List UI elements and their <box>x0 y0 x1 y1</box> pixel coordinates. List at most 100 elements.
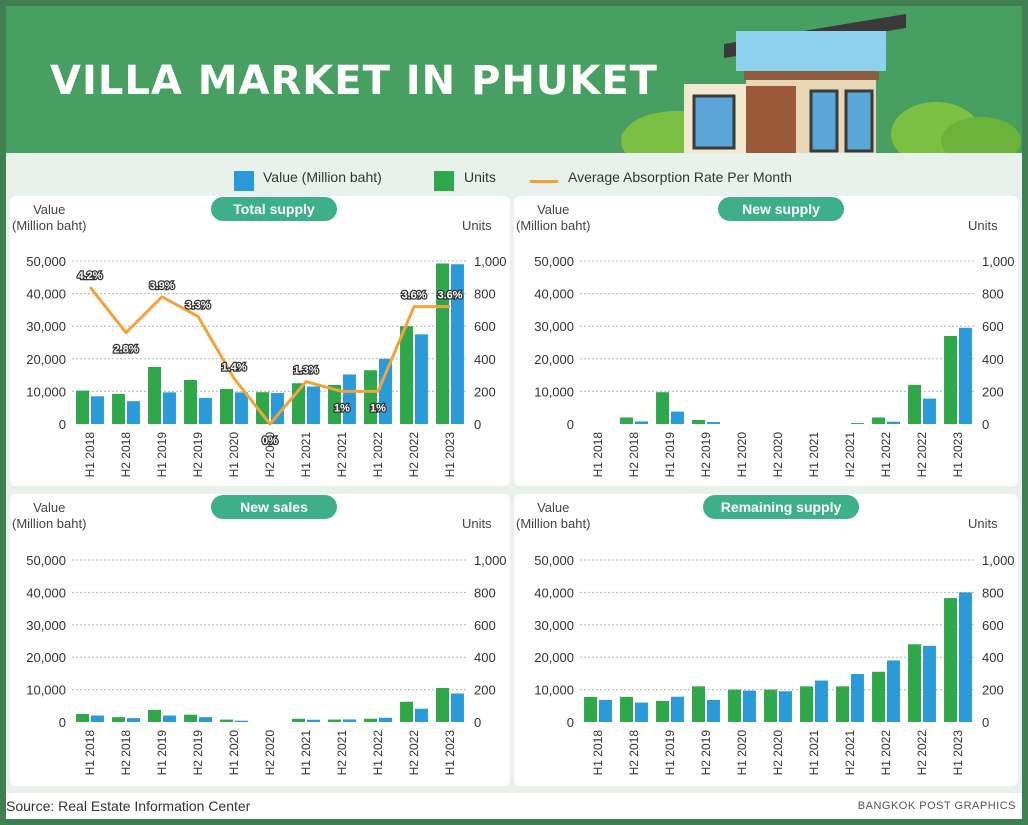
total-supply-value-bar <box>307 386 320 424</box>
remaining-supply-y2-tick-label: 400 <box>982 650 1004 665</box>
remaining-supply-value-bar <box>635 702 648 722</box>
legend-rate-line <box>530 180 558 183</box>
new-supply-x-tick-label: H1 2020 <box>735 432 749 478</box>
remaining-supply-units-bar <box>908 644 921 722</box>
new-sales-card <box>10 494 510 786</box>
new-supply-y-tick-label: 30,000 <box>534 319 574 334</box>
legend-units-swatch <box>434 171 454 191</box>
new-supply-units-bar <box>656 392 669 424</box>
new-sales-value-bar <box>451 693 464 722</box>
total-supply-y-tick-label: 20,000 <box>26 352 66 367</box>
total-supply-value-bar <box>379 358 392 424</box>
charts-canvas: 0 0 10,000 200 20,000 400 30,000 600 40,000 800 50… <box>26 254 1015 776</box>
remaining-supply-value-bar <box>671 696 684 722</box>
remaining-supply-chart: 0 0 10,000 200 20,000 400 30,000 600 40,000 800 50… <box>534 553 1014 775</box>
remaining-supply-y-tick-label: 50,000 <box>534 553 574 568</box>
remaining-supply-y-tick-label: 40,000 <box>534 585 574 600</box>
total-supply-x-tick-label: H2 2019 <box>191 432 205 478</box>
total-supply-x-tick-label: H1 2019 <box>155 432 169 478</box>
right-axis-title: Units <box>462 218 492 233</box>
new-sales-x-tick-label: H2 2019 <box>191 730 205 776</box>
total-supply-units-bar <box>364 370 377 424</box>
left-axis-title: Value (Million baht) <box>12 500 87 531</box>
remaining-supply-value-bar <box>707 699 720 722</box>
new-sales-x-tick-label: H2 2021 <box>335 730 349 776</box>
new-supply-x-tick-label: H2 2022 <box>915 432 929 478</box>
legend-rate-label: Average Absorption Rate Per Month <box>568 169 792 185</box>
new-supply-x-tick-label: H1 2019 <box>663 432 677 478</box>
total-supply-y-tick-label: 40,000 <box>26 287 66 302</box>
new-supply-x-tick-label: H2 2021 <box>843 432 857 478</box>
new-supply-y2-tick-label: 1,000 <box>982 254 1015 269</box>
total-supply-units-bar <box>400 326 413 424</box>
new-sales-units-bar <box>76 713 89 722</box>
new-supply-x-tick-label: H1 2021 <box>807 432 821 478</box>
remaining-supply-value-bar <box>887 660 900 722</box>
new-sales-x-tick-label: H1 2021 <box>299 730 313 776</box>
remaining-supply-x-tick-label: H1 2019 <box>663 730 677 776</box>
infographic-frame: VILLA MARKET IN PHUKET Value (Million ba… <box>6 6 1022 819</box>
total-supply-y2-tick-label: 200 <box>474 384 496 399</box>
new-supply-y2-tick-label: 400 <box>982 352 1004 367</box>
new-supply-card <box>514 196 1018 486</box>
remaining-supply-units-bar <box>584 696 597 722</box>
new-supply-x-tick-label: H1 2023 <box>951 432 965 478</box>
new-supply-y-tick-label: 0 <box>567 417 574 432</box>
remaining-supply-value-bar <box>743 690 756 722</box>
remaining-supply-y2-tick-label: 600 <box>982 618 1004 633</box>
page-title: VILLA MARKET IN PHUKET <box>50 58 658 104</box>
new-supply-units-bar <box>620 417 633 424</box>
total-supply-units-bar <box>328 384 341 424</box>
remaining-supply-y-tick-label: 20,000 <box>534 650 574 665</box>
total-supply-x-tick-label: H1 2020 <box>227 432 241 478</box>
remaining-supply-y2-tick-label: 0 <box>982 715 989 730</box>
new-sales-pill: New sales <box>211 495 337 519</box>
new-sales-y2-tick-label: 400 <box>474 650 496 665</box>
total-supply-units-bar <box>112 393 125 424</box>
new-supply-units-bar <box>944 335 957 424</box>
total-supply-chart: 0 0 10,000 200 20,000 400 30,000 600 40,000 800 50… <box>26 254 506 477</box>
new-supply-y-tick-label: 50,000 <box>534 254 574 269</box>
total-supply-value-bar <box>127 401 140 424</box>
left-axis-title: Value (Million baht) <box>516 202 591 233</box>
new-sales-x-tick-label: H1 2019 <box>155 730 169 776</box>
total-supply-units-bar <box>220 388 233 424</box>
villa-illustration <box>621 14 1021 153</box>
new-sales-units-bar <box>364 718 377 722</box>
footer: Source: Real Estate Information Center B… <box>6 793 1022 819</box>
new-sales-value-bar <box>379 717 392 722</box>
right-axis-title: Units <box>462 516 492 531</box>
remaining-supply-y-tick-label: 30,000 <box>534 618 574 633</box>
new-sales-units-bar <box>400 701 413 722</box>
remaining-supply-card <box>514 494 1018 786</box>
new-sales-units-bar <box>220 719 233 722</box>
total-supply-rate-label: 1.3% <box>293 365 318 377</box>
remaining-supply-value-bar <box>959 592 972 722</box>
total-supply-x-tick-label: H1 2022 <box>371 432 385 478</box>
new-sales-y-tick-label: 30,000 <box>26 618 66 633</box>
total-supply-value-bar <box>415 334 428 424</box>
new-sales-value-bar <box>415 708 428 722</box>
title-banner: VILLA MARKET IN PHUKET <box>6 6 1022 153</box>
new-sales-y-tick-label: 0 <box>59 715 66 730</box>
new-supply-x-tick-label: H2 2020 <box>771 432 785 478</box>
new-sales-value-bar <box>127 718 140 722</box>
new-sales-value-bar <box>235 720 248 722</box>
remaining-supply-x-tick-label: H1 2020 <box>735 730 749 776</box>
remaining-supply-units-bar <box>728 689 741 722</box>
new-sales-value-bar <box>343 719 356 722</box>
new-sales-value-bar <box>199 717 212 722</box>
total-supply-rate-label: 1.4% <box>221 361 246 373</box>
new-sales-value-bar <box>163 715 176 722</box>
remaining-supply-units-bar <box>944 598 957 722</box>
total-supply-y2-tick-label: 1,000 <box>474 254 507 269</box>
remaining-supply-x-tick-label: H2 2018 <box>627 730 641 776</box>
new-sales-y2-tick-label: 200 <box>474 683 496 698</box>
total-supply-value-bar <box>343 374 356 424</box>
new-sales-y-tick-label: 20,000 <box>26 650 66 665</box>
new-sales-y2-tick-label: 600 <box>474 618 496 633</box>
new-sales-y2-tick-label: 800 <box>474 585 496 600</box>
new-supply-y2-tick-label: 0 <box>982 417 989 432</box>
new-sales-x-tick-label: H1 2020 <box>227 730 241 776</box>
total-supply-rate-label: 4.2% <box>77 270 102 282</box>
